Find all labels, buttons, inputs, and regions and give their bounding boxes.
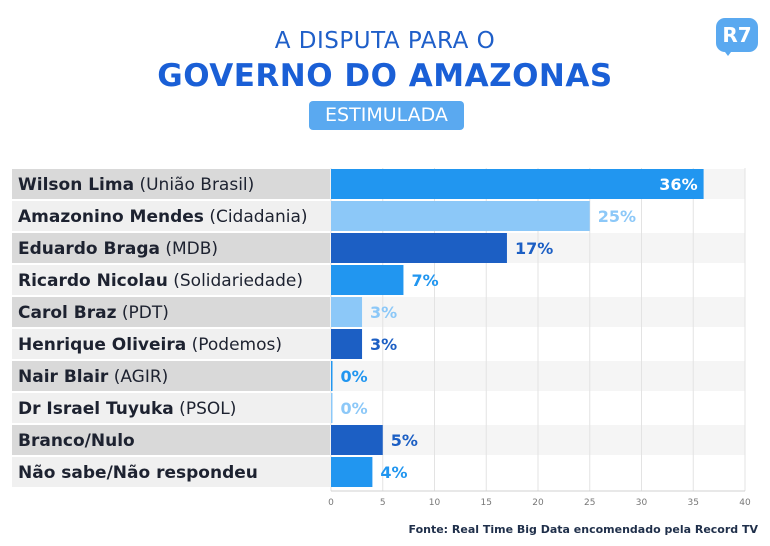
candidate-name: Dr Israel Tuyuka [18, 399, 174, 419]
bar [331, 425, 383, 455]
candidate-name: Henrique Oliveira [18, 335, 186, 355]
data-label: 0% [341, 367, 368, 386]
candidate-name: Eduardo Braga [18, 239, 160, 259]
bar [331, 329, 363, 359]
data-label: 0% [341, 399, 368, 418]
x-tick-label: 25 [584, 498, 595, 508]
bar [331, 361, 333, 391]
candidate-name: Amazonino Mendes [18, 207, 204, 227]
r7-logo-tail [722, 48, 734, 56]
x-tick-label: 10 [429, 498, 441, 508]
data-label: 3% [370, 303, 397, 322]
chart-title-line1: A DISPUTA PARA O [274, 28, 496, 54]
x-tick-label: 40 [739, 498, 751, 508]
category-label: Amazonino Mendes (Cidadania) [18, 207, 308, 227]
candidate-party: (Solidariedade) [168, 271, 303, 291]
candidate-party: (MDB) [160, 239, 218, 259]
category-label-cell [12, 361, 330, 391]
x-tick-label: 35 [688, 498, 699, 508]
bar [331, 201, 590, 231]
candidate-name: Não sabe/Não respondeu [18, 463, 258, 483]
data-label: 36% [659, 175, 697, 194]
candidate-name: Nair Blair [18, 367, 109, 387]
candidate-name: Branco/Nulo [18, 431, 135, 451]
candidate-party: (PSOL) [174, 399, 237, 419]
x-tick-label: 15 [481, 498, 492, 508]
category-label: Henrique Oliveira (Podemos) [18, 335, 282, 355]
bar [331, 169, 704, 199]
bar [331, 233, 507, 263]
category-label: Não sabe/Não respondeu [18, 463, 258, 483]
category-label-cell [12, 425, 330, 455]
data-label: 17% [515, 239, 553, 258]
badge-estimulada: ESTIMULADA [309, 101, 464, 130]
category-label: Ricardo Nicolau (Solidariedade) [18, 271, 303, 291]
bar [331, 457, 373, 487]
source-note: Fonte: Real Time Big Data encomendado pe… [408, 523, 759, 536]
data-label: 4% [380, 463, 407, 482]
candidate-party: (Cidadania) [204, 207, 308, 227]
data-label: 5% [391, 431, 418, 450]
x-tick-label: 20 [532, 498, 544, 508]
bar [331, 297, 363, 327]
category-label-cell [12, 233, 330, 263]
x-tick-label: 30 [636, 498, 648, 508]
category-label-cell [12, 265, 330, 295]
data-label: 7% [411, 271, 438, 290]
category-label-cell [12, 393, 330, 423]
chart-title-line2: GOVERNO DO AMAZONAS [157, 58, 613, 94]
category-label: Carol Braz (PDT) [18, 303, 169, 323]
candidate-party: (Podemos) [186, 335, 282, 355]
category-label-cell [12, 297, 330, 327]
candidate-name: Ricardo Nicolau [18, 271, 168, 291]
category-label-cell [12, 457, 330, 487]
candidate-name: Wilson Lima [18, 175, 134, 195]
category-label-cell [12, 329, 330, 359]
x-tick-label: 0 [328, 498, 334, 508]
category-label: Eduardo Braga (MDB) [18, 239, 218, 259]
candidate-party: (PDT) [116, 303, 168, 323]
bar [331, 393, 333, 423]
bar [331, 265, 404, 295]
data-label: 3% [370, 335, 397, 354]
candidate-party: (AGIR) [108, 367, 168, 387]
candidate-name: Carol Braz [18, 303, 117, 323]
category-label: Wilson Lima (União Brasil) [18, 175, 254, 195]
r7-logo-icon: R7 [716, 18, 758, 52]
category-label: Nair Blair (AGIR) [18, 367, 168, 387]
category-label: Branco/Nulo [18, 431, 135, 451]
x-tick-label: 5 [380, 498, 386, 508]
category-label: Dr Israel Tuyuka (PSOL) [18, 399, 236, 419]
category-label-cell [12, 169, 330, 199]
category-label-cell [12, 201, 330, 231]
candidate-party: (União Brasil) [134, 175, 254, 195]
data-label: 25% [598, 207, 636, 226]
